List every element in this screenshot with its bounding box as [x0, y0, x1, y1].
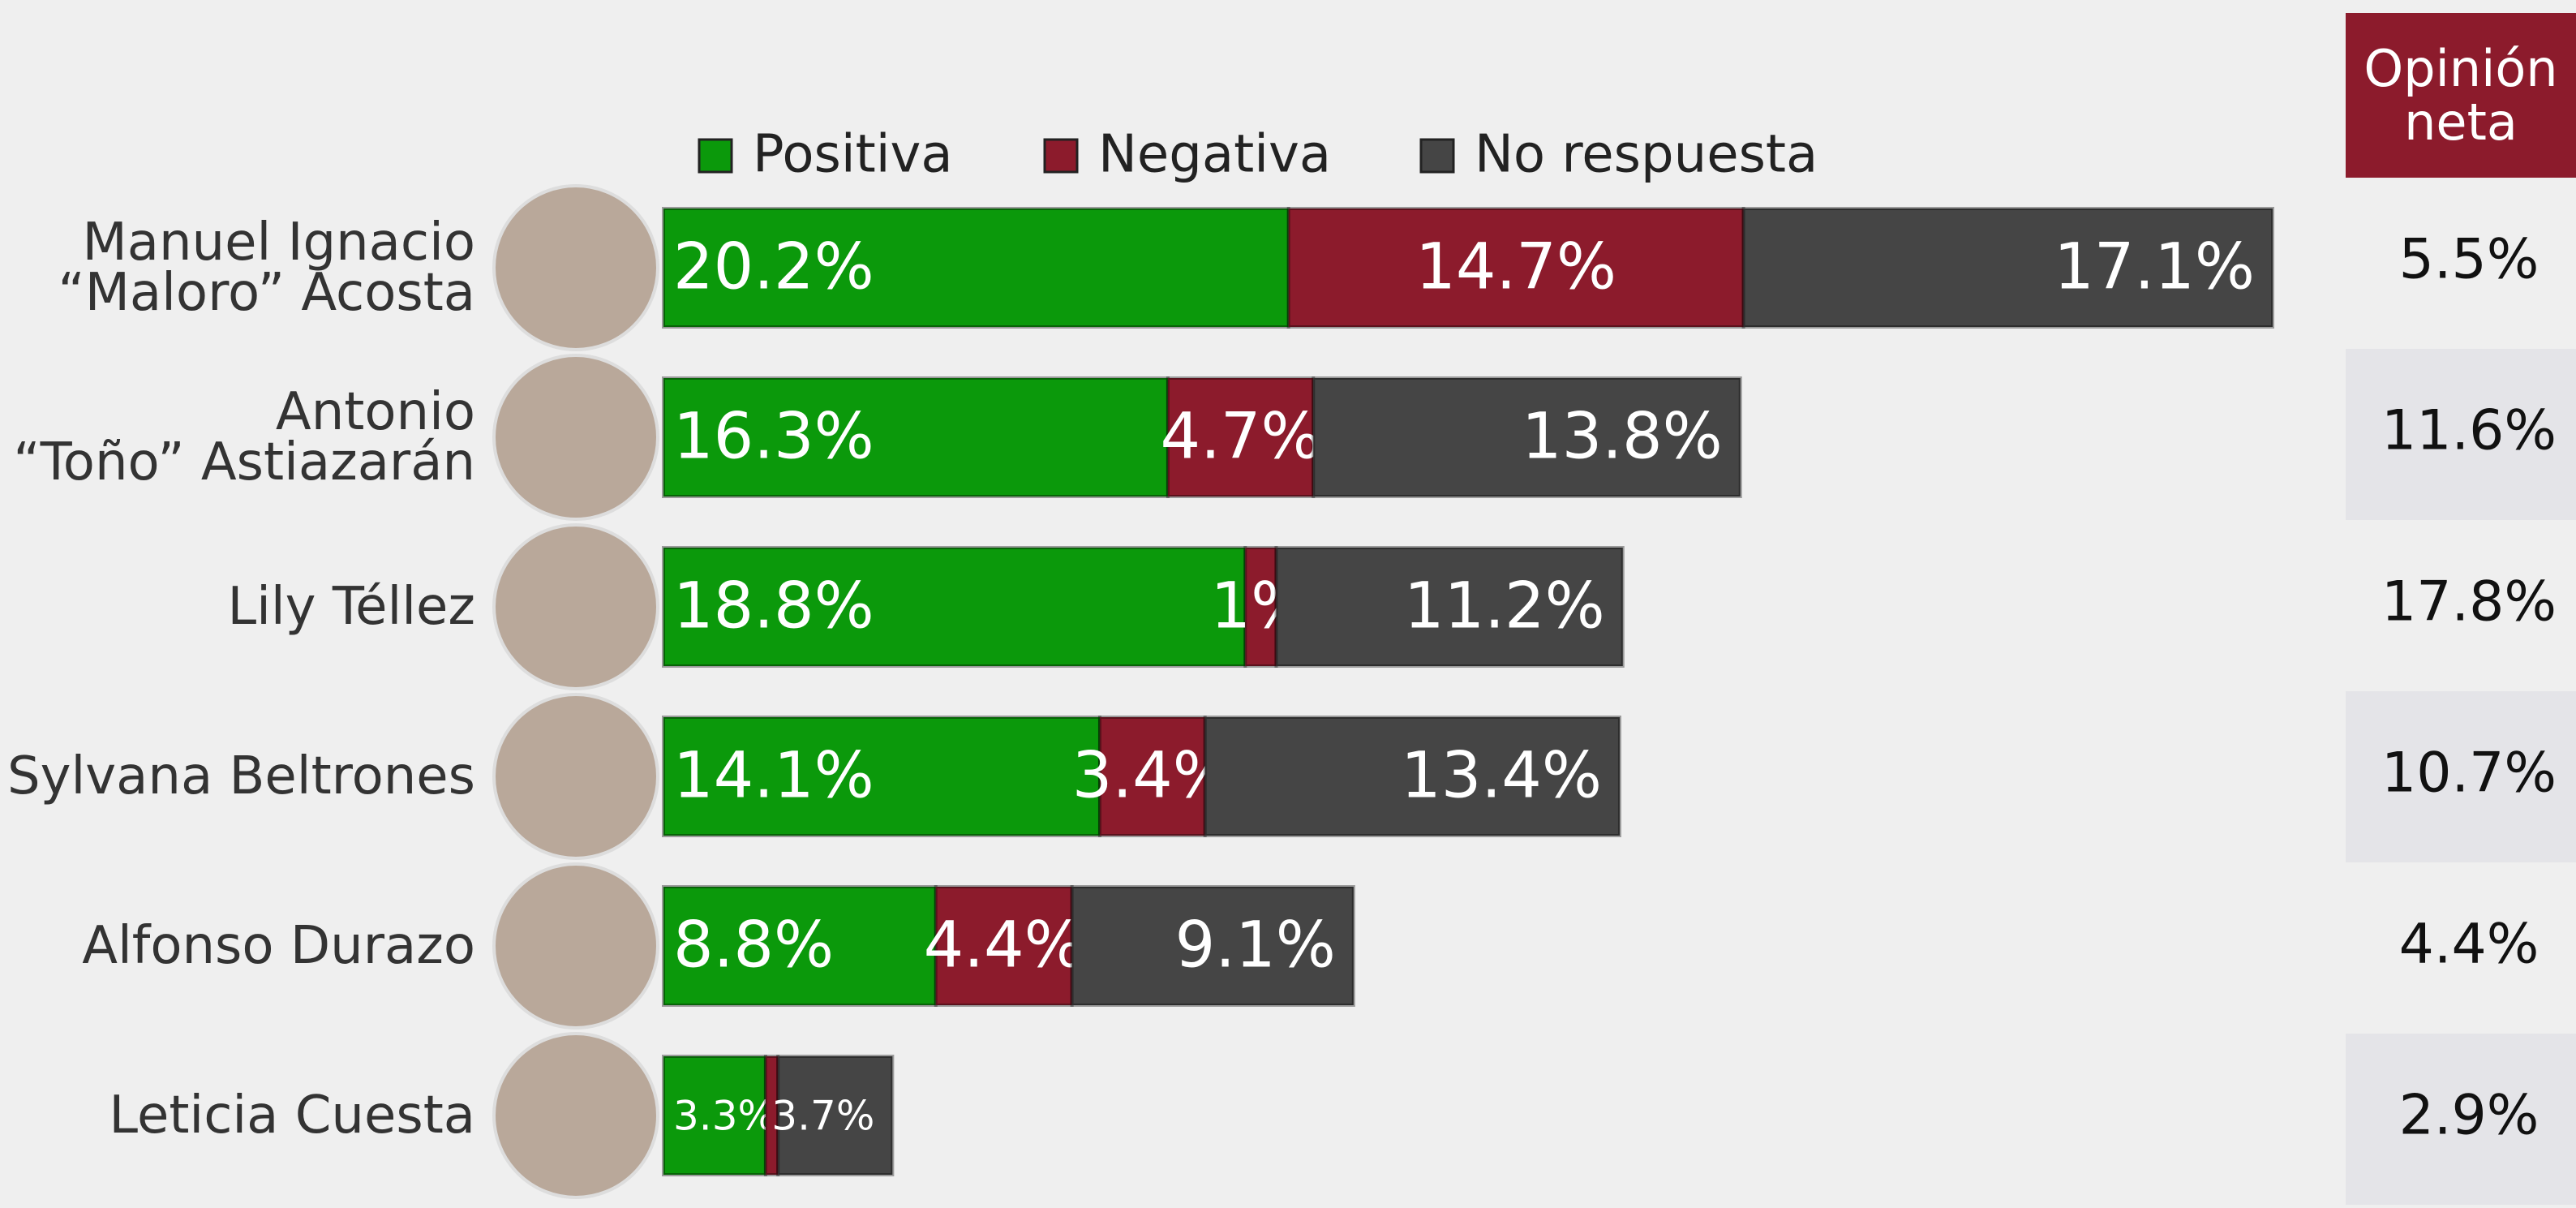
- value-label: 14.7%: [1415, 230, 1616, 303]
- legend-swatch: [698, 138, 733, 174]
- bar-segment: [1741, 207, 2275, 329]
- net-row-bg: [2346, 1034, 2576, 1205]
- legend-label: Positiva: [753, 125, 953, 185]
- bar-segment: [1166, 376, 1316, 498]
- category-label: Lily Téllez: [227, 577, 475, 637]
- bar-segment: [776, 1055, 895, 1176]
- value-label: 3.7%: [771, 1093, 874, 1140]
- photo: [492, 862, 659, 1030]
- net-value: 10.7%: [2381, 742, 2557, 806]
- bar-segment: [1286, 207, 1745, 329]
- category-label: Antonio “Toño” Astiazarán: [13, 382, 475, 492]
- value-label: 13.8%: [1522, 400, 1723, 473]
- net-row-bg: [2346, 691, 2576, 862]
- photo: [492, 523, 659, 690]
- photo: [492, 1032, 659, 1199]
- bar-segment: [662, 376, 1170, 498]
- category-label: Manuel Ignacio “Maloro” Acosta: [58, 213, 475, 323]
- category-label: Alfonso Durazo: [82, 916, 475, 976]
- value-label: 13.4%: [1401, 739, 1602, 812]
- value-label: 20.2%: [673, 230, 874, 303]
- bar-segment: [1097, 716, 1207, 837]
- legend-swatch: [1419, 138, 1455, 174]
- bar-segment: [1070, 885, 1355, 1007]
- net-value: 2.9%: [2399, 1084, 2540, 1148]
- legend-label: Negativa: [1098, 125, 1331, 185]
- net-row-bg: [2346, 349, 2576, 520]
- category-label: Leticia Cuesta: [109, 1085, 475, 1146]
- value-label: 17.1%: [2054, 230, 2255, 303]
- bar-segment: [1243, 546, 1278, 668]
- bar-segment: [662, 546, 1247, 668]
- bar-segment: [1312, 376, 1742, 498]
- photo: [492, 184, 659, 351]
- net-value: 11.6%: [2381, 399, 2557, 463]
- value-label: 9.1%: [1175, 909, 1336, 982]
- category-label: Sylvana Beltrones: [7, 746, 475, 806]
- legend-label: No respuesta: [1475, 125, 1818, 185]
- legend-swatch: [1043, 138, 1079, 174]
- net-value: 17.8%: [2381, 570, 2557, 634]
- value-label: 18.8%: [673, 570, 874, 643]
- photo: [492, 354, 659, 521]
- net-value: 4.4%: [2399, 913, 2540, 977]
- bar-segment: [662, 716, 1101, 837]
- net-value: 5.5%: [2399, 228, 2540, 292]
- value-label: 4.7%: [1160, 400, 1320, 473]
- value-label: 4.4%: [924, 909, 1084, 982]
- net-opinion-header: Opinión neta: [2346, 13, 2576, 178]
- value-label: 14.1%: [673, 739, 874, 812]
- bar-segment: [1203, 716, 1621, 837]
- bar-segment: [1274, 546, 1625, 668]
- value-label: 16.3%: [673, 400, 874, 473]
- value-label: 8.8%: [673, 909, 834, 982]
- bar-segment: [662, 207, 1290, 329]
- value-label: 3.3%: [673, 1093, 776, 1140]
- bar-segment: [934, 885, 1074, 1007]
- value-label: 11.2%: [1404, 570, 1605, 643]
- photo: [492, 693, 659, 860]
